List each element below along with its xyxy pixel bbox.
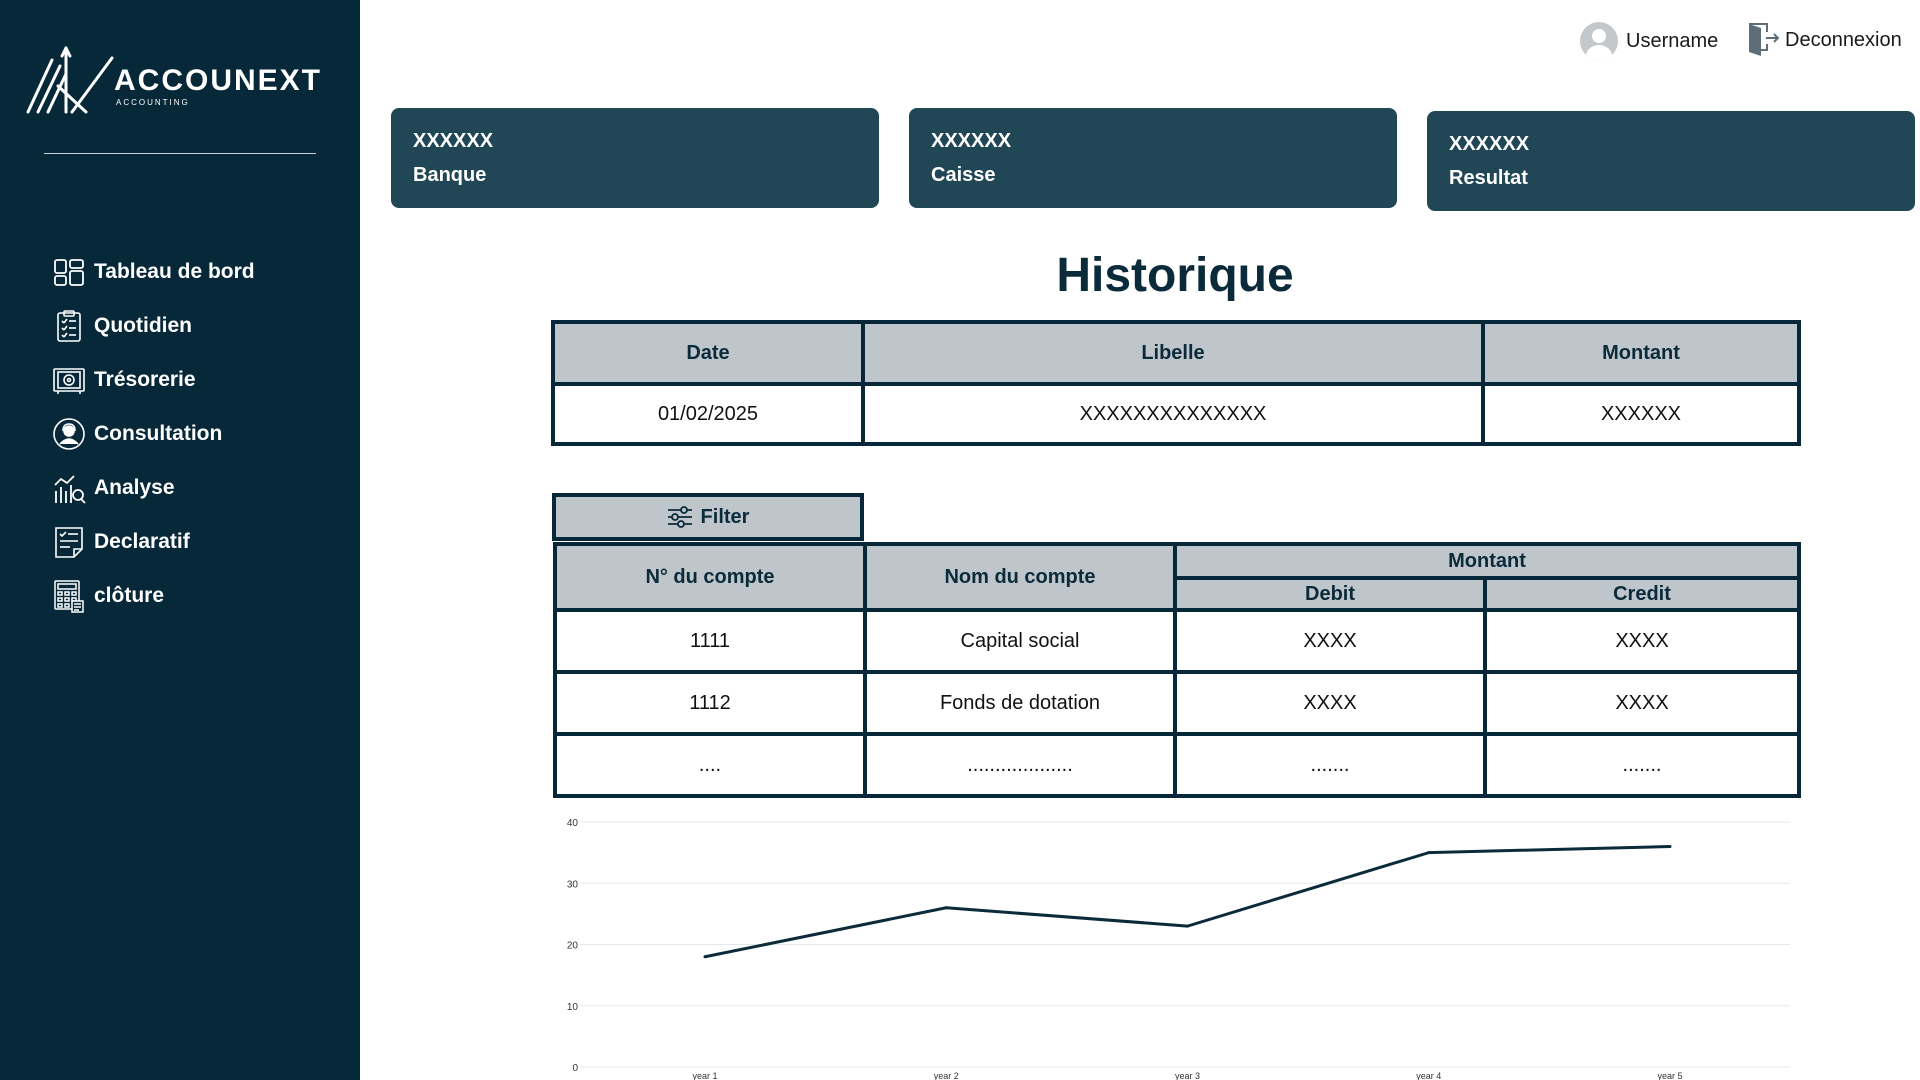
logout-label: Deconnexion — [1785, 28, 1902, 51]
sidebar-item-consultation[interactable]: Consultation — [52, 407, 255, 461]
cell-account-name: Fonds de dotation — [863, 670, 1177, 736]
user-profile[interactable]: Username — [1580, 22, 1718, 60]
data-point — [1186, 924, 1189, 928]
x-tick-label: year 3 — [1175, 1071, 1200, 1080]
x-tick-label: year 5 — [1657, 1071, 1682, 1080]
sliders-icon — [667, 506, 692, 528]
checklist-icon — [52, 525, 86, 559]
card-label: Resultat — [1449, 167, 1528, 189]
column-header-libelle[interactable]: Libelle — [861, 320, 1485, 386]
cell-montant: XXXXXX — [1481, 382, 1801, 446]
column-header-credit[interactable]: Credit — [1482, 576, 1802, 612]
card-label: Banque — [413, 164, 487, 186]
sidebar-item-label: Declaratif — [94, 530, 190, 553]
cell-account-number: 1112 — [553, 670, 867, 736]
table-row[interactable]: 1112 Fonds de dotation XXXX XXXX — [553, 670, 1802, 736]
sidebar-item-tresorerie[interactable]: Trésorerie — [52, 353, 255, 407]
sidebar-item-quotidien[interactable]: Quotidien — [52, 299, 255, 353]
sidebar-item-declaratif[interactable]: Declaratif — [52, 515, 255, 569]
safe-icon — [52, 363, 86, 397]
history-title: Historique — [1056, 249, 1294, 302]
analytics-icon — [52, 471, 86, 505]
cell-account-name: ................... — [863, 732, 1177, 798]
dashboard-icon — [52, 255, 86, 289]
logo-mark-icon — [26, 46, 114, 114]
y-tick-label: 30 — [567, 879, 579, 890]
y-tick-label: 40 — [567, 818, 579, 829]
series-line — [704, 845, 1671, 959]
column-header-date[interactable]: Date — [551, 320, 865, 386]
y-tick-label: 10 — [567, 1002, 579, 1013]
filter-label: Filter — [700, 505, 750, 528]
cell-date: 01/02/2025 — [551, 382, 865, 446]
username: Username — [1626, 29, 1719, 52]
logout-icon — [1749, 23, 1780, 56]
sidebar-item-analyse[interactable]: Analyse — [52, 461, 255, 515]
x-tick-label: year 2 — [934, 1071, 959, 1080]
avatar — [1580, 22, 1618, 60]
cell-debit: ....... — [1173, 732, 1487, 798]
table-row[interactable]: .... ................... ....... ....... — [553, 732, 1802, 798]
sidebar: ACCOUNEXT ACCOUNTING Tableau de bord — [0, 0, 360, 1080]
logout-button[interactable]: Deconnexion — [1745, 22, 1902, 58]
data-point — [1427, 851, 1431, 855]
data-point — [703, 955, 707, 959]
card-value: XXXXXX — [413, 130, 494, 152]
card-value: XXXXXX — [931, 130, 1012, 152]
card-resultat[interactable]: XXXXXX Resultat — [1427, 111, 1915, 211]
cell-credit: XXXX — [1482, 670, 1802, 736]
brand-logo[interactable]: ACCOUNEXT ACCOUNTING — [26, 46, 326, 122]
line-chart: 0 10 20 30 40 year 1 year 2 year 3 year 4 year 5 — [567, 818, 1790, 1080]
sidebar-item-label: Quotidien — [94, 314, 192, 337]
column-header-account-name[interactable]: Nom du compte — [863, 542, 1177, 612]
data-point — [1668, 845, 1672, 848]
cell-credit: XXXX — [1482, 608, 1802, 674]
brand-name: ACCOUNEXT — [114, 64, 323, 97]
x-tick-label: year 4 — [1416, 1071, 1441, 1080]
cell-account-number: .... — [553, 732, 867, 798]
x-tick-label: year 1 — [692, 1071, 717, 1080]
cell-credit: ....... — [1482, 732, 1802, 798]
filter-button[interactable]: Filter — [552, 493, 864, 541]
history-table: Date Libelle Montant 01/02/2025 XXXXXXXX… — [551, 320, 1801, 446]
sidebar-item-label: Trésorerie — [94, 368, 196, 391]
sidebar-divider — [44, 153, 316, 154]
cell-account-name: Capital social — [863, 608, 1177, 674]
column-header-debit[interactable]: Debit — [1173, 576, 1487, 612]
table-header-row: Date Libelle Montant — [551, 320, 1801, 386]
sidebar-item-label: clôture — [94, 584, 165, 607]
calculator-icon — [52, 579, 86, 613]
brand-subtitle: ACCOUNTING — [116, 98, 190, 107]
data-point — [944, 906, 948, 910]
cell-debit: XXXX — [1173, 670, 1487, 736]
accounts-table: N° du compte Nom du compte Montant Debit… — [553, 541, 1802, 798]
card-label: Caisse — [931, 164, 996, 186]
sidebar-item-tableau-de-bord[interactable]: Tableau de bord — [52, 245, 255, 299]
card-caisse[interactable]: XXXXXX Caisse — [909, 108, 1397, 208]
sidebar-item-label: Analyse — [94, 476, 175, 499]
column-header-montant[interactable]: Montant — [1481, 320, 1801, 386]
column-header-account-number[interactable]: N° du compte — [553, 542, 867, 612]
sidebar-nav: Tableau de bord Quotidien T — [52, 245, 255, 623]
table-row[interactable]: 1111 Capital social XXXX XXXX — [553, 608, 1802, 674]
cell-account-number: 1111 — [553, 608, 867, 674]
table-row[interactable]: 01/02/2025 XXXXXXXXXXXXXX XXXXXX — [551, 382, 1801, 446]
y-tick-label: 0 — [572, 1063, 578, 1074]
table-header-row: N° du compte Nom du compte Montant — [553, 541, 1802, 612]
table-subheader-row: Debit Credit — [555, 576, 1802, 612]
clipboard-icon — [52, 309, 86, 343]
card-value: XXXXXX — [1449, 133, 1530, 155]
y-tick-label: 20 — [567, 941, 579, 952]
user-support-icon — [52, 417, 86, 451]
column-header-montant: Montant — [1172, 541, 1802, 581]
sidebar-item-cloture[interactable]: clôture — [52, 569, 255, 623]
cell-debit: XXXX — [1173, 608, 1487, 674]
card-banque[interactable]: XXXXXX Banque — [391, 108, 879, 208]
sidebar-item-label: Consultation — [94, 422, 223, 445]
cell-libelle: XXXXXXXXXXXXXX — [861, 382, 1485, 446]
sidebar-item-label: Tableau de bord — [94, 260, 255, 283]
